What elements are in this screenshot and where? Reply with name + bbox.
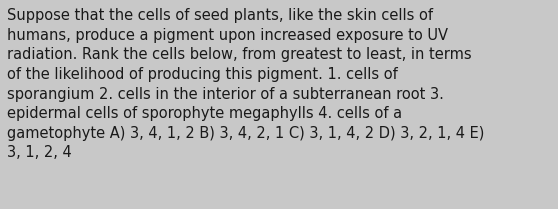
Text: Suppose that the cells of seed plants, like the skin cells of
humans, produce a : Suppose that the cells of seed plants, l… [7, 8, 485, 160]
